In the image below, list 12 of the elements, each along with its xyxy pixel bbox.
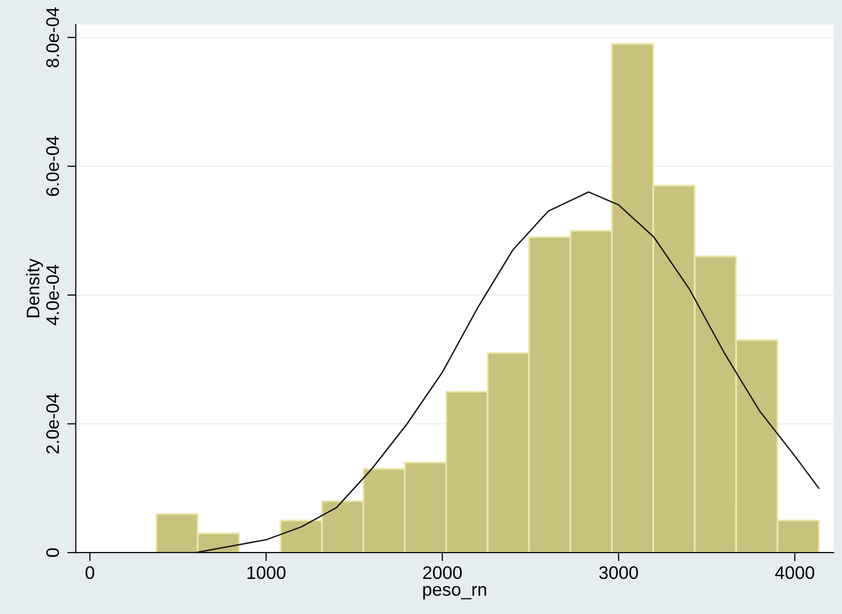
x-tick-label: 0 <box>86 566 94 580</box>
x-tick-label: 1000 <box>247 566 286 580</box>
x-axis-title: peso_rn <box>423 586 486 600</box>
y-tick-label: 4.0e-04 <box>46 264 60 326</box>
x-tick-label: 3000 <box>599 566 638 580</box>
x-tick-label: 2000 <box>423 566 462 580</box>
y-tick-label: 8.0e-04 <box>46 7 60 68</box>
y-tick-label: 0 <box>46 548 60 557</box>
y-tick-label: 6.0e-04 <box>46 136 60 196</box>
y-tick-label: 2.0e-04 <box>46 394 60 454</box>
x-tick-label: 4000 <box>775 566 814 580</box>
y-axis-title: Density <box>26 258 43 318</box>
